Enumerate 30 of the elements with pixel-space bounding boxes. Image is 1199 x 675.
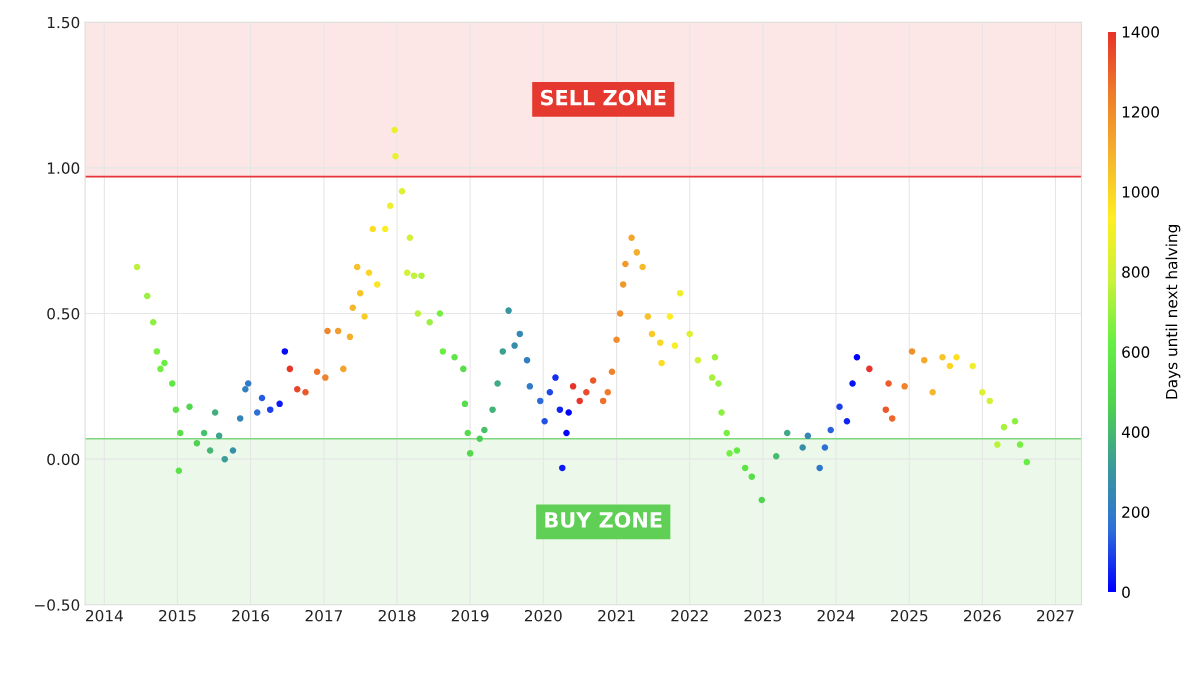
y-tick-label: 0.00 bbox=[47, 453, 80, 466]
x-tick-label: 2014 bbox=[86, 609, 123, 622]
color-bar-title: Days until next halving bbox=[1165, 225, 1181, 399]
color-bar-label: 800 bbox=[1122, 266, 1150, 278]
x-tick-label: 2026 bbox=[964, 609, 1001, 622]
x-tick-label: 2020 bbox=[524, 609, 562, 622]
x-tick-label: 2019 bbox=[451, 609, 489, 622]
x-tick-label: 2021 bbox=[598, 609, 635, 622]
color-bar-label: 400 bbox=[1121, 426, 1150, 438]
x-tick-label: 2023 bbox=[744, 609, 782, 622]
color-bar-label: 1400 bbox=[1122, 26, 1159, 38]
color-bar-label: 1000 bbox=[1122, 186, 1159, 198]
x-tick-label: 2027 bbox=[1037, 609, 1074, 622]
y-tick-label: 0.50 bbox=[47, 308, 80, 320]
x-tick-label: 2025 bbox=[890, 609, 928, 622]
x-tick-label: 2016 bbox=[232, 609, 270, 622]
x-tick-label: 2022 bbox=[671, 609, 708, 622]
band-label: BUY ZONE bbox=[545, 512, 662, 528]
y-tick-label: 1.50 bbox=[47, 16, 80, 29]
color-bar-label: 0 bbox=[1122, 586, 1130, 598]
color-bar-label: 200 bbox=[1122, 506, 1150, 518]
color-bar-label: 600 bbox=[1122, 346, 1150, 358]
x-tick-label: 2018 bbox=[378, 609, 416, 622]
x-tick-label: 2015 bbox=[159, 609, 196, 622]
y-tick-label: −0.50 bbox=[35, 599, 80, 611]
y-tick-label: 1.00 bbox=[47, 162, 80, 174]
x-tick-label: 2017 bbox=[305, 609, 343, 622]
band-label: SELL ZONE bbox=[540, 89, 666, 106]
x-tick-label: 2024 bbox=[817, 609, 855, 622]
color-bar-label: 1200 bbox=[1122, 106, 1159, 118]
